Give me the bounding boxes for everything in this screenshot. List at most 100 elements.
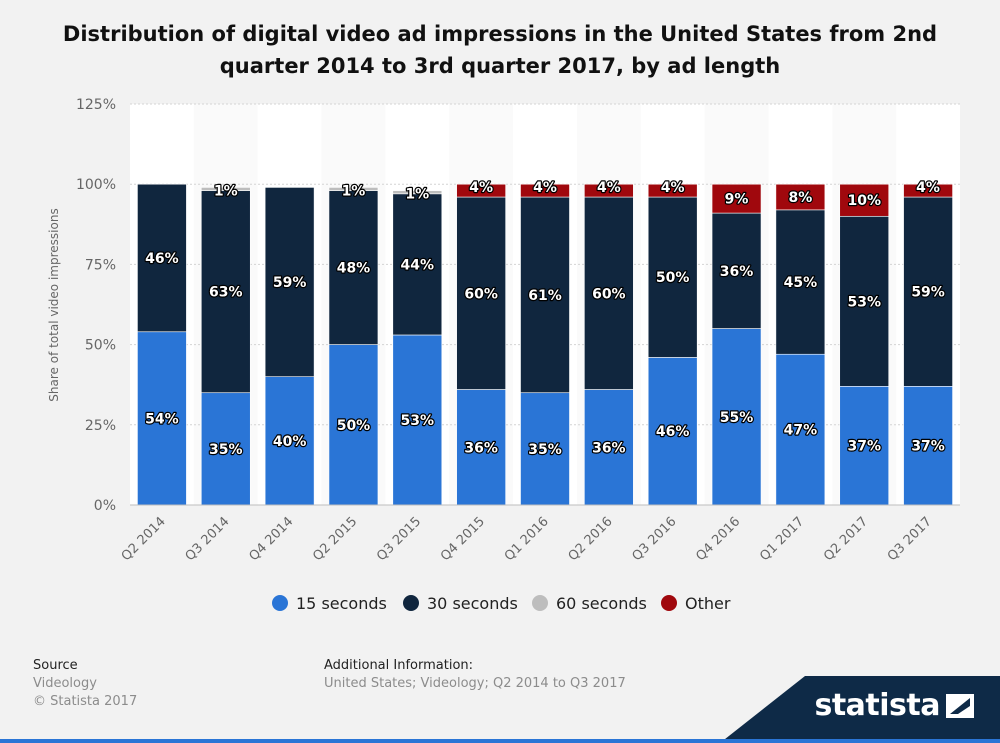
- bar-segment: [200, 187, 251, 191]
- bar-segment: [711, 328, 762, 506]
- legend-label: 15 seconds: [296, 594, 387, 613]
- y-axis-label: Share of total video impressions: [47, 208, 61, 401]
- x-tick-label: Q2 2017: [821, 514, 871, 564]
- y-tick-label: 75%: [85, 257, 116, 273]
- data-label: 8%: [788, 190, 812, 206]
- bar-segment: [392, 334, 443, 506]
- bar-segment: [775, 183, 826, 211]
- y-tick-label: 100%: [76, 177, 116, 193]
- legend-marker: [403, 595, 419, 611]
- bar-segment: [137, 183, 187, 333]
- bar-segment: [328, 187, 379, 191]
- stacked-bar-chart: 0% 25% 50% 75% 100% 125% Share of total video …: [47, 97, 960, 613]
- bar-segment: [392, 193, 443, 336]
- bar-segment: [647, 357, 698, 506]
- data-label: 53%: [847, 294, 881, 310]
- data-label: 60%: [592, 286, 626, 302]
- data-label: 35%: [209, 442, 243, 458]
- source-line-2: © Statista 2017: [33, 694, 138, 709]
- bar-segment: [775, 353, 826, 506]
- bar-segment: [903, 183, 953, 198]
- bar-segment: [456, 389, 506, 506]
- legend-label: 30 seconds: [427, 594, 518, 613]
- data-label: 53%: [401, 413, 435, 429]
- data-label: 9%: [725, 192, 749, 208]
- bar-segment: [839, 215, 890, 387]
- bar-segment: [711, 212, 762, 329]
- data-label: 45%: [784, 275, 818, 291]
- y-tick-label: 25%: [85, 418, 116, 434]
- data-label: 50%: [656, 270, 690, 286]
- x-tick-label: Q3 2015: [374, 514, 424, 564]
- x-tick-label: Q1 2016: [502, 514, 552, 564]
- data-label: 61%: [528, 288, 562, 304]
- data-label: 10%: [847, 193, 881, 209]
- statista-logo[interactable]: statista: [814, 688, 974, 723]
- bar-segment: [456, 183, 506, 198]
- data-label: 4%: [916, 180, 940, 196]
- data-label: 1%: [405, 187, 429, 203]
- bar-segment: [328, 190, 379, 345]
- additional-info-block: Additional Information: United States; V…: [324, 657, 626, 693]
- bar-segment: [520, 183, 570, 198]
- x-tick-label: Q3 2017: [885, 514, 935, 564]
- data-label: 47%: [784, 423, 818, 439]
- data-label: 36%: [464, 440, 498, 456]
- bar-segment: [711, 183, 762, 214]
- data-label: 35%: [528, 442, 562, 458]
- source-label: Source: [33, 658, 78, 673]
- data-label: 36%: [720, 264, 754, 280]
- bar-segment: [264, 376, 315, 506]
- data-label: 48%: [337, 261, 371, 277]
- source-block: Source Videology © Statista 2017: [33, 657, 137, 711]
- data-label: 1%: [214, 183, 238, 199]
- additional-info-label: Additional Information:: [324, 658, 474, 673]
- data-label: 63%: [209, 285, 243, 301]
- x-tick-label: Q4 2015: [438, 514, 488, 564]
- bar-segment: [200, 190, 251, 394]
- bar-segment: [839, 386, 890, 506]
- bar-segment: [584, 196, 634, 390]
- x-tick-label: Q2 2015: [310, 514, 360, 564]
- x-tick-label: Q1 2017: [757, 514, 807, 564]
- data-label: 46%: [656, 424, 690, 440]
- y-tick-label: 0%: [94, 498, 116, 514]
- data-label: 60%: [464, 286, 498, 302]
- x-tick-label: Q4 2014: [246, 514, 296, 564]
- legend-marker: [661, 595, 677, 611]
- additional-info-text: United States; Videology; Q2 2014 to Q3 …: [324, 676, 626, 691]
- bar-segment: [520, 392, 570, 506]
- data-label: 1%: [342, 183, 366, 199]
- data-label: 59%: [911, 285, 945, 301]
- bar-segment: [264, 187, 315, 377]
- legend-marker: [532, 595, 548, 611]
- x-tick-label: Q2 2014: [119, 514, 169, 564]
- legend-label: Other: [685, 594, 731, 613]
- bar-segment: [647, 196, 698, 358]
- brand-name: statista: [814, 688, 940, 723]
- bar-segment: [903, 386, 953, 506]
- data-label: 40%: [273, 434, 307, 450]
- y-tick-label: 50%: [85, 338, 116, 354]
- data-label: 4%: [597, 180, 621, 196]
- data-label: 55%: [720, 410, 754, 426]
- bar-segment: [775, 209, 826, 355]
- data-label: 36%: [592, 440, 626, 456]
- data-label: 37%: [847, 439, 881, 455]
- x-tick-label: Q2 2016: [566, 514, 616, 564]
- data-label: 44%: [401, 257, 435, 273]
- statista-flag-icon: [946, 693, 974, 718]
- data-label: 46%: [145, 251, 179, 267]
- bar-segment: [137, 331, 187, 506]
- chart-title: Distribution of digital video ad impress…: [62, 22, 938, 78]
- data-label: 54%: [145, 411, 179, 427]
- legend-marker: [272, 595, 288, 611]
- source-line-1: Videology: [33, 676, 97, 691]
- bar-segment: [520, 196, 570, 394]
- data-label: 4%: [469, 180, 493, 196]
- data-label: 4%: [533, 180, 557, 196]
- data-label: 4%: [661, 180, 685, 196]
- bar-segment: [584, 183, 634, 198]
- legend-label: 60 seconds: [556, 594, 647, 613]
- bar-segment: [200, 392, 251, 506]
